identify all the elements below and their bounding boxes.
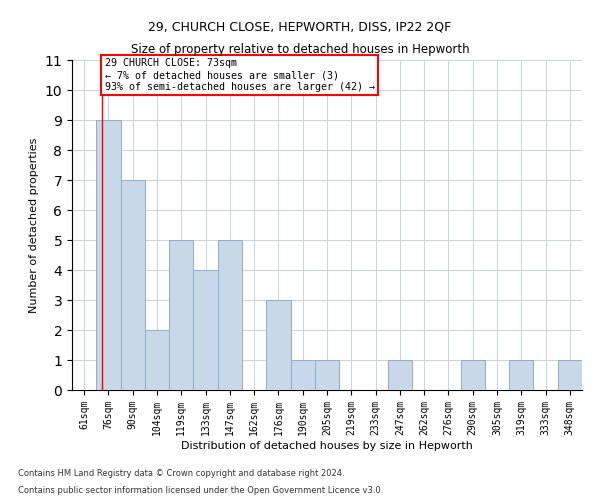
Bar xyxy=(290,360,315,390)
Y-axis label: Number of detached properties: Number of detached properties xyxy=(29,138,39,312)
Bar xyxy=(558,360,582,390)
Bar xyxy=(315,360,339,390)
Text: 29 CHURCH CLOSE: 73sqm
← 7% of detached houses are smaller (3)
93% of semi-detac: 29 CHURCH CLOSE: 73sqm ← 7% of detached … xyxy=(104,58,374,92)
Bar xyxy=(266,300,290,390)
Text: Contains public sector information licensed under the Open Government Licence v3: Contains public sector information licen… xyxy=(18,486,383,495)
Bar xyxy=(96,120,121,390)
Text: Size of property relative to detached houses in Hepworth: Size of property relative to detached ho… xyxy=(131,42,469,56)
Text: 29, CHURCH CLOSE, HEPWORTH, DISS, IP22 2QF: 29, CHURCH CLOSE, HEPWORTH, DISS, IP22 2… xyxy=(148,20,452,33)
Bar xyxy=(509,360,533,390)
Bar xyxy=(169,240,193,390)
Bar xyxy=(218,240,242,390)
Bar xyxy=(121,180,145,390)
X-axis label: Distribution of detached houses by size in Hepworth: Distribution of detached houses by size … xyxy=(181,440,473,450)
Bar xyxy=(193,270,218,390)
Bar xyxy=(388,360,412,390)
Bar xyxy=(145,330,169,390)
Text: Contains HM Land Registry data © Crown copyright and database right 2024.: Contains HM Land Registry data © Crown c… xyxy=(18,468,344,477)
Bar xyxy=(461,360,485,390)
